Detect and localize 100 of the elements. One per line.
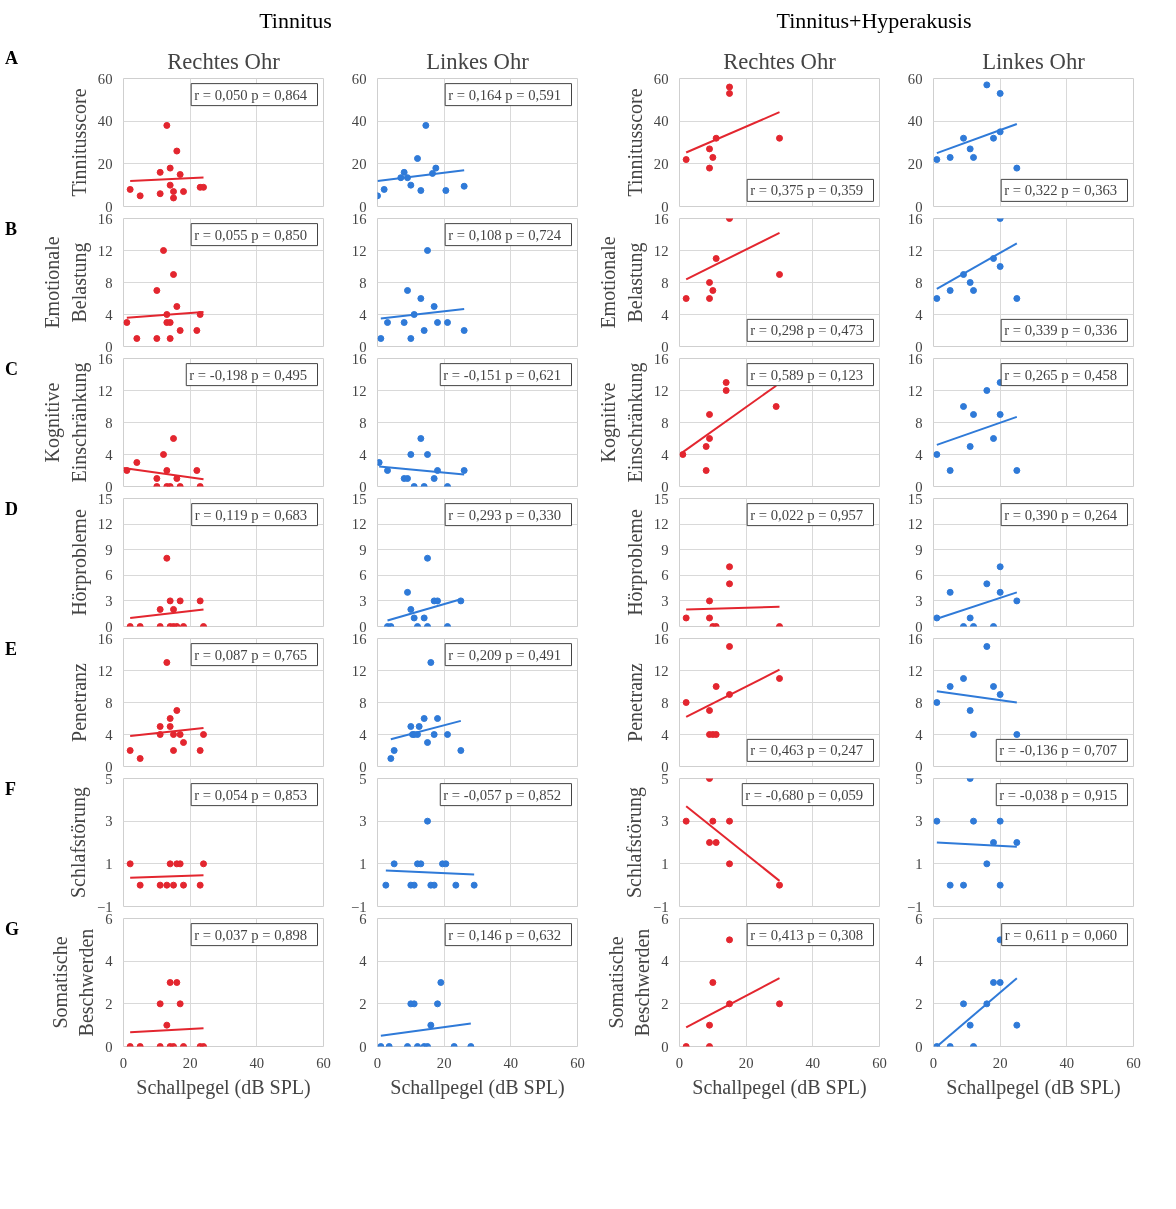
y-tick-label: 4 <box>915 726 924 743</box>
annotation: r = 0,322 p = 0,363 <box>1004 182 1118 199</box>
x-tick-label: 40 <box>1059 1054 1075 1071</box>
y-axis-title: Tinnitusscore <box>623 88 646 197</box>
x-tick-label: 60 <box>872 1054 887 1071</box>
y-tick-label: 0 <box>915 338 923 355</box>
x-tick-label: 40 <box>249 1054 265 1071</box>
annotation: r = -0,151 p = 0,621 <box>443 367 562 384</box>
y-tick-label: 12 <box>653 382 669 399</box>
y-tick-label: 0 <box>915 758 923 775</box>
annotation: r = 0,375 p = 0,359 <box>750 182 864 199</box>
y-axis-title: Schlafstörung <box>622 787 646 899</box>
y-tick-label: 3 <box>359 593 367 610</box>
x-tick-label: 0 <box>119 1054 128 1071</box>
y-tick-label: 2 <box>105 996 113 1013</box>
y-tick-label: 8 <box>359 694 367 711</box>
y-tick-label: 0 <box>661 758 669 775</box>
y-tick-label: 3 <box>915 593 923 610</box>
y-tick-label: 0 <box>915 198 923 215</box>
y-tick-label: 4 <box>661 953 670 970</box>
y-axis-title: Hörprobleme <box>67 509 91 617</box>
y-tick-label: 12 <box>97 516 113 533</box>
y-tick-label: 0 <box>359 1038 367 1055</box>
y-tick-label: 8 <box>105 414 113 431</box>
y-tick-label: 4 <box>105 726 114 743</box>
y-axis-title: Emotionale Belastung <box>41 236 91 330</box>
y-axis-title: Kognitive Einschränkung <box>597 362 647 483</box>
y-tick-label: 4 <box>661 726 670 743</box>
y-tick-label: 0 <box>915 618 923 635</box>
y-tick-label: 4 <box>359 306 368 323</box>
annotation: r = 0,413 p = 0,308 <box>750 927 864 944</box>
y-tick-label: 40 <box>351 113 367 130</box>
y-tick-label: 3 <box>105 593 113 610</box>
chart-title: Linkes Ohr <box>982 48 1086 74</box>
y-tick-label: 3 <box>661 593 669 610</box>
y-tick-label: 0 <box>661 618 669 635</box>
annotation: r = -0,198 p = 0,495 <box>189 367 308 384</box>
y-tick-label: 8 <box>915 414 923 431</box>
annotation: r = 0,463 p = 0,247 <box>750 742 864 759</box>
y-tick-label: 12 <box>653 662 669 679</box>
y-tick-label: 6 <box>661 567 669 584</box>
y-tick-label: 0 <box>661 1038 669 1055</box>
x-tick-label: 40 <box>503 1054 519 1071</box>
y-tick-label: 12 <box>351 662 367 679</box>
y-tick-label: 3 <box>359 813 367 830</box>
y-tick-label: 3 <box>661 813 669 830</box>
text: Tinnitus+Hyperakusis <box>776 7 972 35</box>
y-tick-label: 8 <box>359 274 367 291</box>
y-tick-label: 4 <box>915 446 924 463</box>
y-axis-title: Emotionale Belastung <box>597 236 647 330</box>
y-tick-label: 60 <box>907 70 923 87</box>
y-tick-label: 12 <box>97 382 113 399</box>
y-tick-label: −1 <box>350 898 367 915</box>
y-tick-label: 0 <box>359 618 367 635</box>
y-tick-label: 8 <box>105 274 113 291</box>
y-tick-label: 0 <box>105 198 113 215</box>
y-tick-label: 8 <box>661 274 669 291</box>
y-tick-label: 12 <box>351 242 367 259</box>
annotation: r = 0,298 p = 0,473 <box>750 322 864 339</box>
y-tick-label: 0 <box>359 338 367 355</box>
y-tick-label: 40 <box>907 113 923 130</box>
x-axis-title: Schallpegel (dB SPL) <box>946 1075 1121 1099</box>
y-tick-label: 0 <box>359 758 367 775</box>
y-tick-label: 0 <box>661 338 669 355</box>
y-tick-label: 12 <box>97 242 113 259</box>
y-tick-label: −1 <box>96 898 113 915</box>
y-tick-label: 9 <box>661 542 669 559</box>
y-tick-label: 12 <box>351 382 367 399</box>
y-tick-label: 0 <box>661 478 669 495</box>
y-tick-label: 0 <box>105 478 113 495</box>
annotation: r = -0,136 p = 0,707 <box>999 742 1118 759</box>
y-tick-label: 40 <box>653 113 669 130</box>
y-tick-label: 9 <box>915 542 923 559</box>
x-tick-label: 60 <box>570 1054 585 1071</box>
x-axis-title: Schallpegel (dB SPL) <box>692 1075 867 1099</box>
y-tick-label: 0 <box>105 1038 113 1055</box>
y-tick-label: −1 <box>652 898 669 915</box>
x-tick-label: 0 <box>929 1054 938 1071</box>
annotation: r = 0,050 p = 0,864 <box>194 87 308 104</box>
y-tick-label: 3 <box>105 813 113 830</box>
annotation: r = -0,038 p = 0,915 <box>999 787 1118 804</box>
annotation: r = 0,055 p = 0,850 <box>194 227 308 244</box>
annotation: r = 0,087 p = 0,765 <box>194 647 308 664</box>
x-tick-label: 60 <box>1126 1054 1141 1071</box>
x-axis-title: Schallpegel (dB SPL) <box>136 1075 311 1099</box>
annotation: r = -0,680 p = 0,059 <box>745 787 864 804</box>
y-tick-label: 1 <box>359 856 367 873</box>
y-axis-title: Penetranz <box>67 663 90 743</box>
y-axis-title: Tinnitusscore <box>67 88 90 197</box>
x-tick-label: 20 <box>436 1054 452 1071</box>
y-tick-label: 8 <box>915 274 923 291</box>
y-tick-label: 4 <box>105 446 114 463</box>
y-tick-label: 0 <box>915 1038 923 1055</box>
y-axis-title: Schlafstörung <box>66 787 90 899</box>
x-tick-label: 20 <box>182 1054 198 1071</box>
y-tick-label: 4 <box>105 953 114 970</box>
annotation: r = -0,057 p = 0,852 <box>443 787 562 804</box>
y-tick-label: 8 <box>105 694 113 711</box>
text: Tinnitus <box>259 7 332 35</box>
y-tick-label: 8 <box>359 414 367 431</box>
